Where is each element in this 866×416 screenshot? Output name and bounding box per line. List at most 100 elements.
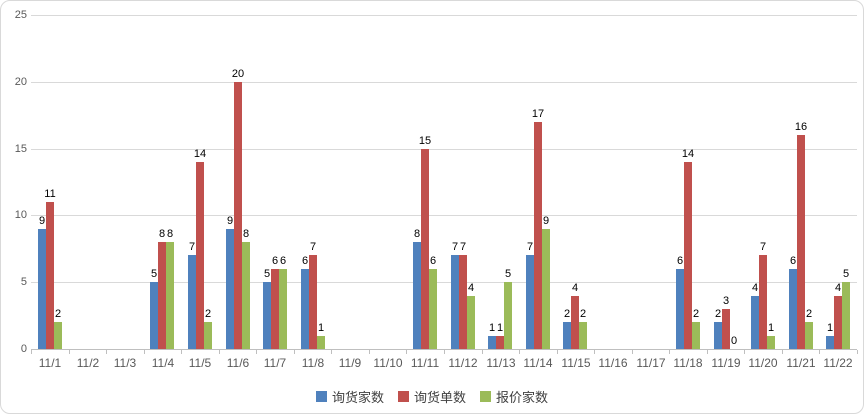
x-axis-label: 11/21 — [786, 356, 816, 370]
bar — [571, 296, 579, 349]
bar — [204, 322, 212, 349]
bar-label: 11 — [44, 188, 56, 200]
bar-label: 1 — [826, 322, 834, 334]
bar-label: 2 — [563, 308, 571, 320]
bar — [242, 242, 250, 349]
bar — [684, 162, 692, 349]
bar — [563, 322, 571, 349]
bar-label: 2 — [692, 308, 700, 320]
axis-tick — [744, 350, 745, 354]
axis-tick — [782, 350, 783, 354]
gridline — [31, 15, 857, 16]
axis-tick — [294, 350, 295, 354]
bar-label: 8 — [158, 228, 166, 240]
bar — [459, 255, 467, 349]
x-axis-label: 11/10 — [373, 356, 403, 370]
bar — [429, 269, 437, 349]
bar-label: 17 — [531, 108, 545, 120]
bar-label: 8 — [166, 228, 174, 240]
bar — [196, 162, 204, 349]
报价家数-legend-swatch — [480, 391, 491, 402]
bar — [188, 255, 196, 349]
bar — [317, 336, 325, 349]
y-axis-label: 10 — [14, 209, 27, 221]
bar-label: 14 — [681, 148, 695, 160]
bar-label: 7 — [451, 241, 459, 253]
legend-item: 询货单数 — [397, 387, 466, 406]
axis-tick — [181, 350, 182, 354]
bar — [526, 255, 534, 349]
x-axis-label: 11/14 — [523, 356, 553, 370]
axis-tick — [144, 350, 145, 354]
bar — [676, 269, 684, 349]
bar — [767, 336, 775, 349]
bar-label: 1 — [496, 322, 504, 334]
bar — [226, 229, 234, 349]
axis-tick — [707, 350, 708, 354]
x-axis-line — [31, 349, 857, 350]
bar — [504, 282, 512, 349]
bar-label: 16 — [794, 121, 808, 133]
bar — [826, 336, 834, 349]
x-axis-label: 11/17 — [636, 356, 666, 370]
legend-item: 询货家数 — [315, 387, 384, 406]
axis-tick — [406, 350, 407, 354]
bar — [54, 322, 62, 349]
bar-label: 7 — [188, 241, 196, 253]
bar-label: 1 — [767, 322, 775, 334]
bar-label: 2 — [204, 308, 212, 320]
bar-label: 4 — [834, 282, 842, 294]
bar — [834, 296, 842, 349]
bar-label: 2 — [579, 308, 587, 320]
bar-label: 7 — [526, 241, 534, 253]
axis-tick — [482, 350, 483, 354]
axis-tick — [31, 350, 32, 354]
bar-label: 4 — [467, 282, 475, 294]
bar — [279, 269, 287, 349]
legend-label: 询货家数 — [331, 390, 384, 405]
legend-label: 询货单数 — [413, 390, 466, 405]
bar — [496, 336, 504, 349]
bar — [38, 229, 46, 349]
bar — [797, 135, 805, 349]
axis-tick — [669, 350, 670, 354]
bar — [759, 255, 767, 349]
bar-label: 1 — [488, 322, 496, 334]
bar-label: 20 — [231, 68, 245, 80]
x-axis-label: 11/5 — [188, 356, 212, 370]
bar-label: 15 — [418, 135, 432, 147]
axis-tick — [519, 350, 520, 354]
x-axis-label: 11/18 — [673, 356, 703, 370]
gridline — [31, 82, 857, 83]
bar — [467, 296, 475, 349]
axis-tick — [819, 350, 820, 354]
gridline — [31, 282, 857, 283]
axis-tick — [106, 350, 107, 354]
x-axis-label: 11/1 — [38, 356, 62, 370]
bar-label: 8 — [413, 228, 421, 240]
bar-label: 6 — [271, 255, 279, 267]
bar — [166, 242, 174, 349]
bar — [46, 202, 54, 349]
bar-label: 0 — [730, 335, 738, 347]
bar-label: 9 — [38, 215, 46, 227]
legend: 询货家数 询货单数 报价家数 — [1, 387, 863, 406]
bar — [309, 255, 317, 349]
axis-tick — [594, 350, 595, 354]
bar-label: 3 — [722, 295, 730, 307]
x-axis-label: 11/2 — [76, 356, 100, 370]
bar-label: 5 — [150, 268, 158, 280]
x-axis-label: 11/16 — [598, 356, 628, 370]
bar-label: 14 — [193, 148, 207, 160]
axis-tick — [256, 350, 257, 354]
y-axis-label: 25 — [14, 9, 27, 21]
bar-label: 9 — [226, 215, 234, 227]
bar-label: 6 — [789, 255, 797, 267]
legend-label: 报价家数 — [496, 390, 549, 405]
bar — [805, 322, 813, 349]
axis-tick — [369, 350, 370, 354]
x-axis-label: 11/13 — [486, 356, 516, 370]
x-axis-label: 11/4 — [151, 356, 175, 370]
x-axis-label: 11/11 — [410, 356, 440, 370]
